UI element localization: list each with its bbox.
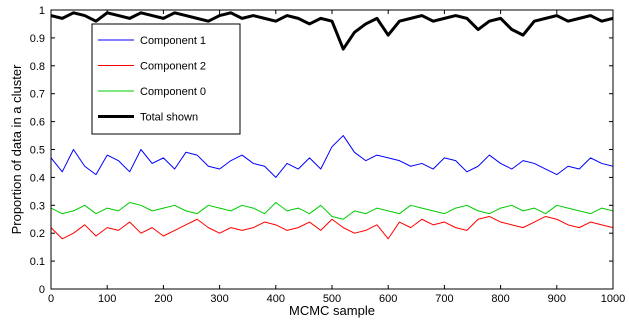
x-tick-label: 200 xyxy=(154,293,172,305)
y-tick-label: 0.7 xyxy=(30,89,45,101)
y-tick-label: 1 xyxy=(39,5,45,17)
x-tick-label: 700 xyxy=(435,293,453,305)
legend-label-3: Total shown xyxy=(140,112,198,124)
series-line-2 xyxy=(51,202,613,220)
series-line-3 xyxy=(51,11,613,51)
series-line-1 xyxy=(51,215,613,240)
tick-layer: 0 100 200 300 400 500 600 700 800 900 1000 0 0.1 0.2 0… xyxy=(30,5,626,305)
x-tick-label: 0 xyxy=(48,293,54,305)
y-tick-label: 0.3 xyxy=(30,200,45,212)
x-tick-label: 900 xyxy=(548,293,566,305)
y-tick-label: 0.1 xyxy=(30,256,45,268)
x-tick-label: 100 xyxy=(98,293,116,305)
x-tick-label: 300 xyxy=(210,293,228,305)
legend-label-1: Component 2 xyxy=(140,61,206,73)
y-tick-label: 0.9 xyxy=(30,33,45,45)
plot-layer xyxy=(51,11,613,240)
x-tick-label: 400 xyxy=(267,293,285,305)
y-tick-label: 0 xyxy=(39,284,45,296)
y-tick-label: 0.2 xyxy=(30,228,45,240)
y-tick-label: 0.5 xyxy=(30,145,45,157)
y-tick-label: 0.4 xyxy=(30,172,45,184)
legend-label-0: Component 1 xyxy=(140,35,206,47)
y-axis-label: Proportion of data in a cluster xyxy=(9,64,24,234)
x-tick-label: 1000 xyxy=(601,293,625,305)
x-tick-label: 800 xyxy=(491,293,509,305)
x-tick-label: 500 xyxy=(323,293,341,305)
legend: Component 1 Component 2 Component 0 Total s… xyxy=(91,23,241,135)
x-tick-label: 600 xyxy=(379,293,397,305)
series-line-0 xyxy=(51,135,613,178)
x-axis-label: MCMC sample xyxy=(289,303,375,318)
legend-label-2: Component 0 xyxy=(140,86,206,98)
y-tick-label: 0.8 xyxy=(30,61,45,73)
y-tick-label: 0.6 xyxy=(30,117,45,129)
